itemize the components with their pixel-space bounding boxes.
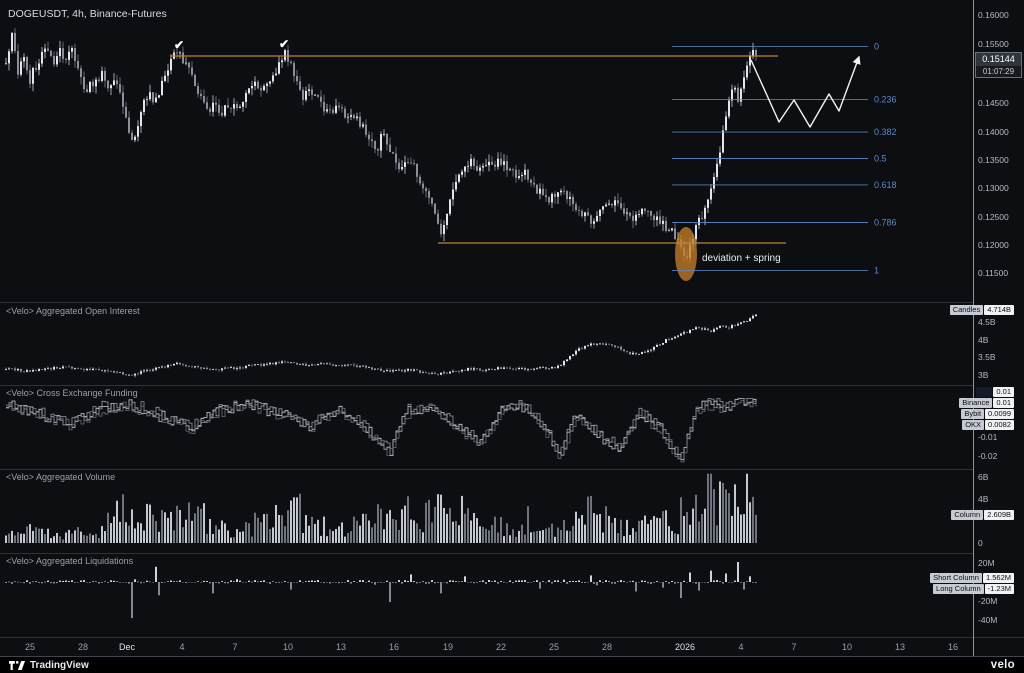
time-tick: 16 (388, 642, 400, 652)
volume-pane-legend[interactable]: <Velo> Aggregated Volume (6, 472, 116, 482)
deviation-spring-annotation: deviation + spring (702, 253, 781, 264)
axis-tick: -0.01 (978, 432, 998, 442)
axis-tick: 3.5B (978, 352, 996, 362)
axis-tick: 0.13000 (978, 183, 1009, 193)
chart-canvas[interactable]: 0 0.236 0.382 0.5 0.618 0.786 1 ✔ ✔ deviation + s… (0, 0, 973, 637)
time-tick: 13 (894, 642, 906, 652)
badge-value: 0.0082 (985, 420, 1014, 430)
time-tick: 25 (24, 642, 36, 652)
axis-tick: 0 (978, 538, 983, 548)
tradingview-brand-text: TradingView (30, 659, 89, 671)
axis-tick: 20M (978, 558, 995, 568)
badge-label: Bybit (961, 409, 985, 419)
badge-value: 0.01 (993, 398, 1014, 408)
badge-label: Long Column (933, 584, 984, 594)
axis-tick: 0.13500 (978, 155, 1009, 165)
last-price-value: 0.15144 (975, 52, 1022, 66)
indicator-value-badge: Column 2.609B (951, 510, 1014, 520)
checkmark-icon: ✔ (279, 37, 289, 51)
velo-brand-text: velo (990, 659, 1015, 671)
axis-tick: -20M (978, 596, 998, 606)
axis-tick: -40M (978, 615, 998, 625)
time-tick: Dec (118, 642, 136, 652)
axis-tick: 0.11500 (978, 268, 1009, 278)
time-tick: 10 (841, 642, 853, 652)
time-scale[interactable]: 25 28 Dec 4 7 10 13 16 19 22 25 28 2026 4 7 10 13 16 (0, 637, 1024, 657)
bar-close-countdown: 01:07:29 (975, 66, 1022, 78)
time-tick: 13 (335, 642, 347, 652)
oi-pane-legend[interactable]: <Velo> Aggregated Open Interest (6, 306, 140, 316)
indicator-value-badge: Short Column 1.562M (930, 573, 1014, 583)
indicator-value-badge: Long Column -1.23M (933, 584, 1014, 594)
indicator-value-badge: Bybit 0.0099 (961, 409, 1014, 419)
tradingview-branding[interactable]: TradingView (9, 660, 89, 671)
axis-tick: 6B (978, 472, 989, 482)
axis-tick: 0.14500 (978, 98, 1009, 108)
badge-value: 2.609B (984, 510, 1014, 520)
badge-label: Candles (949, 305, 984, 315)
time-tick: 25 (548, 642, 560, 652)
badge-label: Binance (959, 398, 993, 408)
badge-value: 0.01 (993, 387, 1014, 397)
fib-level-label: 0.618 (874, 180, 897, 190)
time-tick: 28 (77, 642, 89, 652)
footer-bar: TradingView velo (0, 656, 1024, 673)
checkmark-icon: ✔ (174, 38, 184, 52)
badge-value: 1.562M (982, 573, 1014, 583)
price-scale[interactable]: 0.16000 0.15500 0.14500 0.14000 0.13500 0.130… (974, 0, 1024, 637)
badge-label: Column (951, 510, 984, 520)
badge-value: 0.0099 (985, 409, 1014, 419)
time-tick: 4 (738, 642, 744, 652)
fib-level-label: 0.382 (874, 127, 897, 137)
time-tick: 7 (232, 642, 238, 652)
time-tick: 7 (791, 642, 797, 652)
badge-label (976, 387, 993, 397)
fib-level-label: 0.5 (874, 154, 887, 164)
time-tick: 4 (179, 642, 185, 652)
time-tick: 19 (442, 642, 454, 652)
axis-tick: 4B (978, 335, 989, 345)
time-tick: 2026 (674, 642, 696, 652)
time-tick: 10 (282, 642, 294, 652)
time-tick: 16 (947, 642, 959, 652)
axis-tick: 3B (978, 370, 989, 380)
fib-level-label: 0 (874, 42, 879, 52)
symbol-legend[interactable]: DOGEUSDT, 4h, Binance-Futures (8, 8, 167, 20)
badge-value: 4.714B (984, 305, 1014, 315)
axis-tick: 0.14000 (978, 127, 1009, 137)
indicator-value-badge: OKX 0.0082 (962, 420, 1014, 430)
time-tick: 28 (601, 642, 613, 652)
price-scale-separator (973, 0, 974, 656)
indicator-value-badge: Binance 0.01 (959, 398, 1014, 408)
fib-level-label: 1 (874, 265, 879, 275)
axis-tick: 4.5B (978, 317, 996, 327)
fib-level-label: 0.236 (874, 94, 897, 104)
axis-tick: 0.15500 (978, 39, 1009, 49)
velo-branding[interactable]: velo (991, 659, 1015, 671)
badge-value: -1.23M (984, 584, 1014, 594)
indicator-value-badge: 0.01 (976, 387, 1014, 397)
funding-pane-legend[interactable]: <Velo> Cross Exchange Funding (6, 388, 138, 398)
axis-tick: 0.12000 (978, 240, 1009, 250)
axis-tick: 0.12500 (978, 212, 1009, 222)
badge-label: Short Column (930, 573, 982, 583)
fib-level-label: 0.786 (874, 218, 897, 228)
axis-tick: -0.02 (978, 451, 998, 461)
time-tick: 22 (495, 642, 507, 652)
last-price-badge: 0.15144 01:07:29 (975, 52, 1022, 78)
badge-label: OKX (962, 420, 985, 430)
liquidations-pane-legend[interactable]: <Velo> Aggregated Liquidations (6, 556, 134, 566)
indicator-value-badge: Candles 4.714B (949, 305, 1014, 315)
tradingview-logo-icon (9, 660, 25, 670)
axis-tick: 4B (978, 494, 989, 504)
axis-tick: 0.16000 (978, 10, 1009, 20)
